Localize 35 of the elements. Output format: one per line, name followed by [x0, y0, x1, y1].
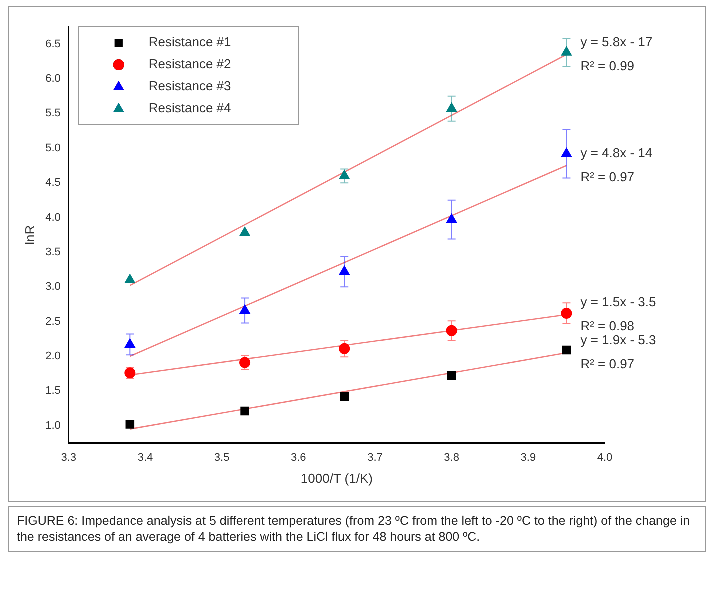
legend-label: Resistance #1 — [148, 34, 232, 50]
legend-label: Resistance #3 — [148, 78, 232, 94]
caption: FIGURE 6: Impedance analysis at 5 different temperatures (from 23 ºC from the left to -20 ºC to the right) of the change in the resistances of an average of 4 batteries with the LiCl flux for 48 hours at 800 ºC. — [8, 506, 706, 552]
x-axis-title: 1000/T (1/K) — [300, 470, 373, 486]
y-tick-label: 3.0 — [46, 281, 61, 294]
y-tick-label: 1.5 — [46, 385, 61, 398]
y-tick-label: 1.0 — [46, 420, 61, 432]
legend-label: Resistance #2 — [148, 56, 232, 72]
y-axis-title: lnR — [22, 225, 38, 245]
x-tick-label: 3.6 — [291, 452, 306, 464]
annotation: y = 5.8x - 17 — [580, 34, 653, 50]
x-tick-label: 3.5 — [214, 452, 230, 464]
x-tick-label: 3.7 — [368, 452, 383, 464]
y-tick-label: 5.5 — [46, 108, 61, 120]
y-tick-label: 6.5 — [46, 38, 61, 50]
y-tick-label: 6.0 — [46, 73, 61, 86]
annotation: R² = 0.97 — [580, 356, 635, 372]
x-tick-label: 3.8 — [444, 452, 460, 464]
y-tick-label: 5.0 — [46, 142, 61, 154]
x-tick-label: 4.0 — [597, 452, 613, 464]
y-tick-label: 4.0 — [46, 212, 61, 224]
x-tick-label: 3.3 — [61, 452, 77, 464]
annotation: y = 1.5x - 3.5 — [580, 294, 656, 310]
y-tick-label: 3.5 — [46, 246, 61, 258]
annotation: y = 4.8x - 14 — [580, 145, 653, 160]
annotation: R² = 0.97 — [580, 169, 635, 184]
y-tick-label: 4.5 — [46, 177, 61, 190]
x-tick-label: 3.4 — [138, 452, 154, 464]
legend-label: Resistance #4 — [148, 100, 232, 116]
y-tick-label: 2.0 — [46, 350, 61, 363]
annotation: R² = 0.98 — [580, 318, 635, 334]
annotation: R² = 0.99 — [580, 58, 635, 74]
x-tick-label: 3.9 — [520, 452, 536, 464]
y-tick-label: 2.5 — [46, 316, 61, 328]
annotation: y = 1.9x - 5.3 — [580, 332, 656, 348]
